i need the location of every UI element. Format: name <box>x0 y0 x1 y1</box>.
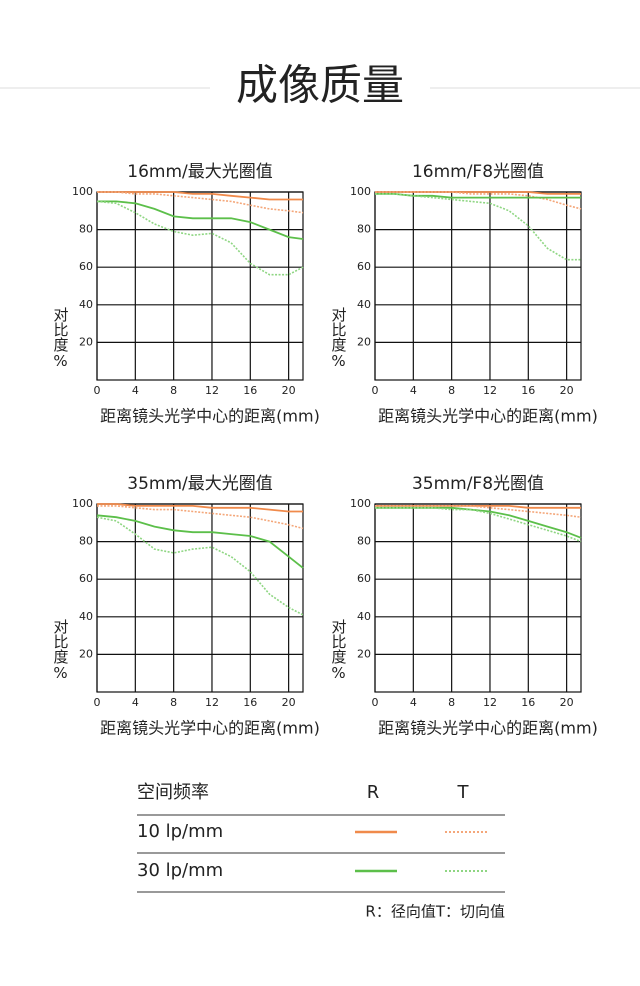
plot-frame <box>96 503 304 693</box>
y-tick-label: 100 <box>72 185 93 198</box>
table-header: R <box>367 782 380 803</box>
y-tick-label: 20 <box>79 335 93 348</box>
x-tick-label: 4 <box>410 696 417 709</box>
table-cell: 30 lp/mm <box>137 860 223 881</box>
y-tick-label: 60 <box>357 572 371 585</box>
y-tick-label: 20 <box>357 335 371 348</box>
x-tick-label: 8 <box>170 696 177 709</box>
y-tick-label: 20 <box>357 647 371 660</box>
table-header: 空间频率 <box>137 782 209 803</box>
x-tick-label: 12 <box>205 384 219 397</box>
series-line <box>375 507 582 543</box>
x-tick-label: 16 <box>521 384 535 397</box>
chart-title: 35mm/最大光圈值 <box>127 474 272 494</box>
y-tick-label: 80 <box>79 535 93 548</box>
x-tick-label: 16 <box>243 384 257 397</box>
series-line <box>375 193 581 261</box>
series-line <box>96 516 304 616</box>
x-tick-label: 20 <box>282 384 296 397</box>
x-axis-label: 距离镜头光学中心的距离(mm) <box>378 407 598 426</box>
x-tick-label: 16 <box>521 696 535 709</box>
x-tick-label: 4 <box>132 384 139 397</box>
y-tick-label: 60 <box>79 260 93 273</box>
series-line <box>375 506 582 539</box>
chart-title: 16mm/最大光圈值 <box>127 162 272 182</box>
x-tick-label: 0 <box>372 696 379 709</box>
x-tick-label: 20 <box>560 696 574 709</box>
y-axis-label: 对比度% <box>52 619 70 682</box>
x-tick-label: 0 <box>94 384 101 397</box>
x-tick-label: 8 <box>448 384 455 397</box>
y-tick-label: 80 <box>79 223 93 236</box>
series-line <box>96 200 304 276</box>
x-tick-label: 8 <box>170 384 177 397</box>
y-axis-label: 对比度% <box>330 307 348 370</box>
page-title: 成像质量 <box>236 61 404 110</box>
chart-title: 16mm/F8光圈值 <box>412 162 544 182</box>
x-tick-label: 16 <box>243 696 257 709</box>
y-tick-label: 60 <box>79 572 93 585</box>
x-tick-label: 8 <box>448 696 455 709</box>
y-axis-label: 对比度% <box>52 307 70 370</box>
y-axis-label: 对比度% <box>330 619 348 682</box>
series-line <box>96 514 304 569</box>
y-tick-label: 100 <box>350 497 371 510</box>
series-line <box>97 505 304 530</box>
series-line <box>97 503 303 513</box>
y-tick-label: 80 <box>357 535 371 548</box>
x-tick-label: 12 <box>483 696 497 709</box>
x-tick-label: 4 <box>132 696 139 709</box>
y-tick-label: 40 <box>79 610 93 623</box>
x-axis-label: 距离镜头光学中心的距离(mm) <box>100 407 320 426</box>
plot-frame <box>96 191 304 381</box>
series-line <box>375 191 582 210</box>
x-tick-label: 0 <box>372 384 379 397</box>
y-tick-label: 20 <box>79 647 93 660</box>
plot-frame <box>374 503 582 693</box>
table-cell: 10 lp/mm <box>137 821 223 842</box>
x-tick-label: 12 <box>483 384 497 397</box>
y-tick-label: 100 <box>350 185 371 198</box>
x-tick-label: 12 <box>205 696 219 709</box>
series-line <box>97 191 303 201</box>
y-tick-label: 40 <box>357 610 371 623</box>
x-tick-label: 4 <box>410 384 417 397</box>
y-tick-label: 100 <box>72 497 93 510</box>
plot-frame <box>374 191 582 381</box>
x-axis-label: 距离镜头光学中心的距离(mm) <box>378 719 598 738</box>
series-line <box>97 200 304 240</box>
x-tick-label: 0 <box>94 696 101 709</box>
y-tick-label: 80 <box>357 223 371 236</box>
series-line <box>375 505 582 518</box>
y-tick-label: 40 <box>357 298 371 311</box>
chart-title: 35mm/F8光圈值 <box>412 474 544 494</box>
table-header: T <box>457 782 470 803</box>
y-tick-label: 60 <box>357 260 371 273</box>
y-tick-label: 40 <box>79 298 93 311</box>
x-axis-label: 距离镜头光学中心的距离(mm) <box>100 719 320 738</box>
note: R：径向值T：切向值 <box>365 903 505 921</box>
x-tick-label: 20 <box>560 384 574 397</box>
x-tick-label: 20 <box>282 696 296 709</box>
legend-table: 空间频率 R T 10 lp/mm 30 lp/mm R：径向值T：切向值 <box>137 782 505 921</box>
series-line <box>97 191 304 214</box>
